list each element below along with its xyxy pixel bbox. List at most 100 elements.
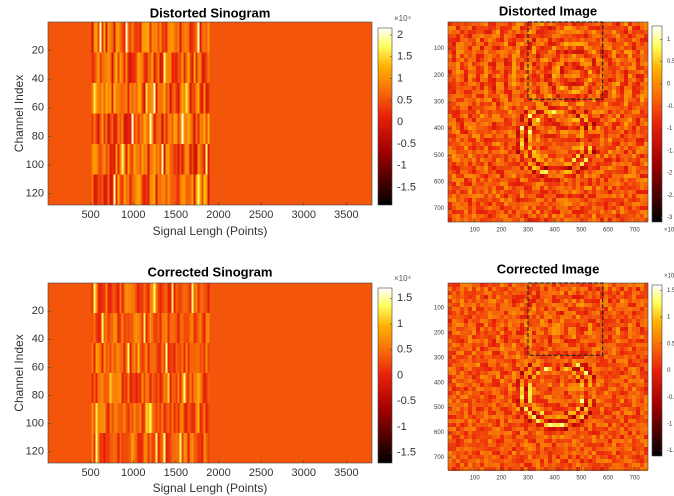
heatmap-cell [616, 170, 620, 174]
heatmap-cell [488, 339, 492, 343]
heatmap-cell [472, 323, 476, 327]
heatmap-cell [636, 146, 640, 150]
heatmap-cell [182, 83, 184, 114]
heatmap-cell [512, 283, 516, 287]
heatmap-cell [604, 142, 608, 146]
heatmap-cell [572, 303, 576, 307]
heatmap-cell [448, 98, 452, 102]
heatmap-cell [628, 74, 632, 78]
heatmap-cell [632, 42, 636, 46]
heatmap-cell [168, 114, 170, 145]
heatmap-cell [472, 287, 476, 291]
heatmap-cell [150, 22, 152, 53]
heatmap-cell [500, 315, 504, 319]
heatmap-cell [118, 83, 120, 114]
heatmap-cell [580, 206, 584, 210]
heatmap-cell [508, 283, 512, 287]
heatmap-cell [600, 86, 604, 90]
heatmap-cell [628, 62, 632, 66]
heatmap-cell [512, 391, 516, 395]
heatmap-cell [556, 30, 560, 34]
heatmap-cell [504, 26, 508, 30]
heatmap-cell [124, 433, 126, 463]
heatmap-cell [140, 313, 142, 343]
heatmap-cell [202, 283, 204, 313]
heatmap-cell [456, 339, 460, 343]
heatmap-cell [512, 50, 516, 54]
heatmap-cell [604, 206, 608, 210]
heatmap-cell [580, 391, 584, 395]
heatmap-cell [496, 30, 500, 34]
heatmap-cell [624, 134, 628, 138]
heatmap-cell [588, 110, 592, 114]
heatmap-cell [460, 98, 464, 102]
heatmap-cell [468, 202, 472, 206]
heatmap-cell [596, 327, 600, 331]
heatmap-cell [592, 182, 596, 186]
heatmap-cell [520, 371, 524, 375]
heatmap-cell [640, 186, 644, 190]
heatmap-cell [600, 403, 604, 407]
heatmap-cell [608, 122, 612, 126]
heatmap-cell [500, 347, 504, 351]
heatmap-cell [508, 158, 512, 162]
heatmap-cell [480, 182, 484, 186]
heatmap-cell [604, 198, 608, 202]
heatmap-cell [476, 407, 480, 411]
heatmap-cell [124, 83, 126, 114]
heatmap-cell [612, 98, 616, 102]
heatmap-cell [564, 194, 568, 198]
heatmap-cell [588, 379, 592, 383]
heatmap-cell [624, 287, 628, 291]
heatmap-cell [576, 146, 580, 150]
heatmap-cell [576, 214, 580, 218]
heatmap-cell [480, 375, 484, 379]
heatmap-cell [608, 343, 612, 347]
heatmap-cell [636, 66, 640, 70]
heatmap-cell [496, 94, 500, 98]
heatmap-cell [576, 391, 580, 395]
heatmap-cell [620, 122, 624, 126]
heatmap-cell [608, 198, 612, 202]
heatmap-cell [636, 323, 640, 327]
heatmap-cell [492, 363, 496, 367]
heatmap-cell [576, 42, 580, 46]
heatmap-cell [452, 102, 456, 106]
heatmap-cell [612, 106, 616, 110]
heatmap-cell [560, 299, 564, 303]
heatmap-cell [196, 343, 198, 373]
heatmap-cell [464, 351, 468, 355]
heatmap-cell [472, 283, 476, 287]
heatmap-cell [592, 106, 596, 110]
heatmap-cell [456, 186, 460, 190]
heatmap-cell [484, 66, 488, 70]
heatmap-cell [508, 311, 512, 315]
heatmap-cell [592, 142, 596, 146]
heatmap-cell [448, 399, 452, 403]
heatmap-cell [536, 138, 540, 142]
heatmap-cell [560, 291, 564, 295]
heatmap-cell [636, 150, 640, 154]
heatmap-cell [460, 190, 464, 194]
heatmap-cell [452, 287, 456, 291]
heatmap-cell [508, 174, 512, 178]
heatmap-cell [456, 90, 460, 94]
heatmap-cell [604, 58, 608, 62]
heatmap-cell [540, 198, 544, 202]
heatmap-cell [560, 182, 564, 186]
heatmap-cell [512, 198, 516, 202]
heatmap-cell [612, 34, 616, 38]
heatmap-cell [468, 170, 472, 174]
heatmap-cell [512, 114, 516, 118]
heatmap-cell [456, 218, 460, 222]
heatmap-cell [146, 433, 148, 463]
heatmap-cell [580, 82, 584, 86]
heatmap-cell [496, 319, 500, 323]
heatmap-cell [476, 343, 480, 347]
heatmap-cell [620, 134, 624, 138]
heatmap-cell [624, 110, 628, 114]
heatmap-cell [580, 403, 584, 407]
heatmap-cell [548, 387, 552, 391]
heatmap-cell [588, 291, 592, 295]
heatmap-cell [564, 70, 568, 74]
